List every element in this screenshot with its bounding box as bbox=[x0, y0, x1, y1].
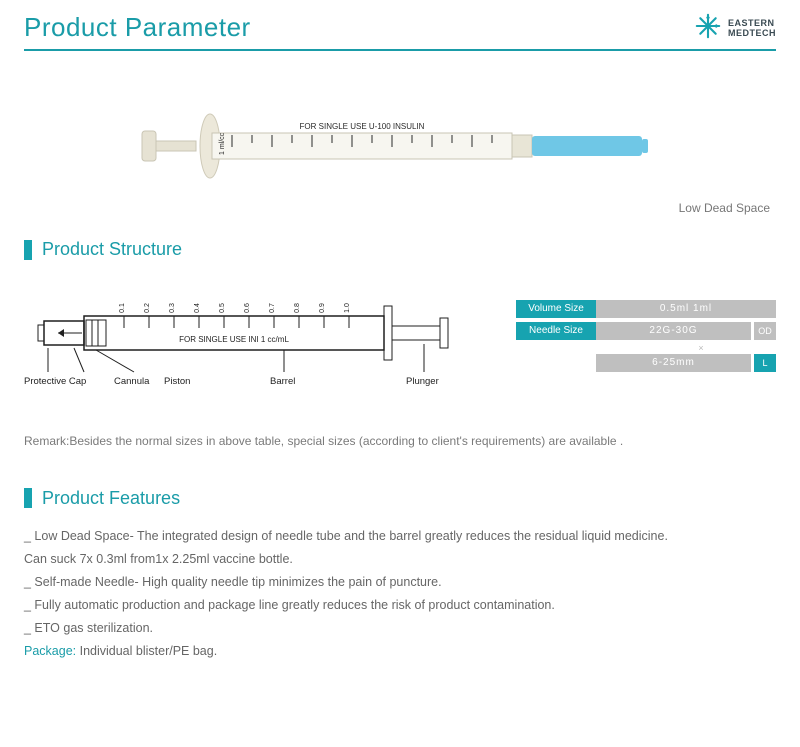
page-header: Product Parameter bbox=[0, 0, 800, 45]
feature-line: _ Fully automatic production and package… bbox=[24, 594, 776, 617]
feature-package: Package: Individual blister/PE bag. bbox=[24, 640, 776, 663]
spec-row-needle: Needle Size 22G-30G OD bbox=[516, 322, 776, 340]
brand-logo-icon bbox=[694, 12, 722, 45]
spec-row-length: 6-25mm L bbox=[516, 354, 776, 372]
barrel-text-top: FOR SINGLE USE U-100 INSULIN bbox=[300, 122, 425, 131]
section-features-header: Product Features bbox=[24, 488, 776, 509]
svg-text:0.7: 0.7 bbox=[269, 303, 276, 313]
feature-line: _ Low Dead Space- The integrated design … bbox=[24, 525, 776, 548]
hero-image: FOR SINGLE USE U-100 INSULIN 1 ml/cc Low… bbox=[24, 81, 776, 211]
section-structure-title: Product Structure bbox=[42, 239, 182, 260]
part-piston: Piston bbox=[164, 376, 190, 387]
feature-line: _ Self-made Needle- High quality needle … bbox=[24, 571, 776, 594]
structure-diagram: 0.1 0.2 0.3 0.4 0.5 0.6 0.7 0.8 0.9 1.0 … bbox=[24, 276, 496, 411]
remark-text: Remark:Besides the normal sizes in above… bbox=[24, 433, 776, 450]
brand-name-line2: MEDTECH bbox=[728, 29, 776, 39]
svg-text:0.3: 0.3 bbox=[169, 303, 176, 313]
hero-caption: Low Dead Space bbox=[679, 201, 770, 215]
spec-needle-label: Needle Size bbox=[516, 322, 596, 340]
spec-row-volume: Volume Size 0.5ml 1ml bbox=[516, 300, 776, 318]
part-barrel: Barrel bbox=[270, 376, 295, 387]
svg-text:0.6: 0.6 bbox=[244, 303, 251, 313]
spec-table: Volume Size 0.5ml 1ml Needle Size 22G-30… bbox=[516, 276, 776, 376]
svg-text:1 ml/cc: 1 ml/cc bbox=[219, 132, 226, 155]
spec-volume-label: Volume Size bbox=[516, 300, 596, 318]
svg-text:0.1: 0.1 bbox=[119, 303, 126, 313]
section-marker-icon bbox=[24, 240, 32, 260]
title-underline bbox=[24, 49, 776, 51]
part-plunger: Plunger bbox=[406, 376, 439, 387]
part-protective-cap: Protective Cap bbox=[24, 376, 86, 387]
package-value: Individual blister/PE bag. bbox=[76, 644, 217, 658]
brand-logo: EASTERN MEDTECH bbox=[694, 12, 776, 45]
title-block: Product Parameter bbox=[24, 12, 251, 43]
page-title: Product Parameter bbox=[24, 12, 251, 43]
section-features-title: Product Features bbox=[42, 488, 180, 509]
feature-line: _ ETO gas sterilization. bbox=[24, 617, 776, 640]
spec-needle-tag: OD bbox=[754, 322, 776, 340]
spec-cross: × bbox=[626, 342, 776, 354]
svg-text:0.5: 0.5 bbox=[219, 303, 226, 313]
syringe-illustration: FOR SINGLE USE U-100 INSULIN 1 ml/cc bbox=[140, 91, 660, 201]
svg-text:1.0: 1.0 bbox=[344, 303, 351, 313]
svg-text:0.2: 0.2 bbox=[144, 303, 151, 313]
structure-row: 0.1 0.2 0.3 0.4 0.5 0.6 0.7 0.8 0.9 1.0 … bbox=[24, 276, 776, 411]
section-marker-icon bbox=[24, 488, 32, 508]
brand-logo-text: EASTERN MEDTECH bbox=[728, 19, 776, 39]
spec-length-tag: L bbox=[754, 354, 776, 372]
package-label: Package: bbox=[24, 644, 76, 658]
svg-text:0.4: 0.4 bbox=[194, 303, 201, 313]
feature-line: Can suck 7x 0.3ml from1x 2.25ml vaccine … bbox=[24, 548, 776, 571]
spec-volume-value: 0.5ml 1ml bbox=[596, 300, 776, 318]
svg-text:FOR SINGLE USE INI: FOR SINGLE USE INI 1 cc/mL bbox=[179, 335, 289, 344]
spec-length-value: 6-25mm bbox=[596, 354, 751, 372]
section-structure-header: Product Structure bbox=[24, 239, 776, 260]
spec-needle-value: 22G-30G bbox=[596, 322, 751, 340]
svg-text:0.8: 0.8 bbox=[294, 303, 301, 313]
features-list: _ Low Dead Space- The integrated design … bbox=[24, 525, 776, 664]
svg-text:0.9: 0.9 bbox=[319, 303, 326, 313]
part-cannula: Cannula bbox=[114, 376, 150, 387]
